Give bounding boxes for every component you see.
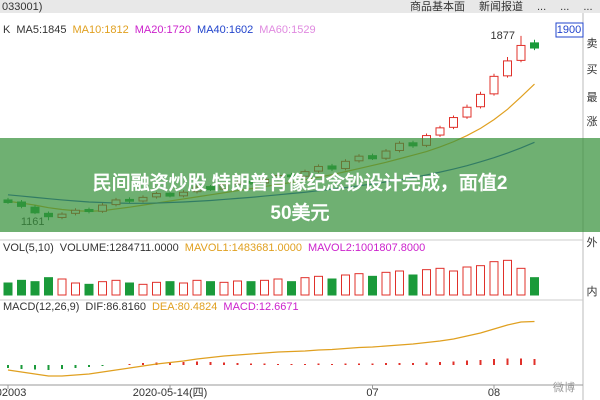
- legend-item: MA40:1602: [197, 24, 253, 36]
- caption-band: [0, 138, 600, 232]
- y-tick-box: [555, 22, 584, 38]
- candle-body: [476, 93, 485, 108]
- volume-bar: [98, 281, 107, 296]
- candle-body: [530, 42, 539, 49]
- candle-body: [449, 117, 458, 128]
- sidebar-label: 内: [587, 284, 598, 298]
- header-tab: 新闻报道: [479, 0, 523, 13]
- volume-bar: [233, 280, 242, 296]
- volume-bar: [179, 282, 188, 296]
- legend-item: DIF:86.8160: [85, 301, 146, 313]
- y-tick-label: 1900: [557, 24, 581, 36]
- volume-bar: [381, 271, 391, 296]
- volume-bar: [408, 274, 418, 296]
- volume-bar: [449, 270, 458, 296]
- volume-bar: [435, 267, 445, 296]
- candle-body: [503, 60, 512, 77]
- sidebar-label: 卖: [587, 37, 598, 50]
- candle-body: [462, 106, 472, 118]
- legend-item: MAVOL1:1483681.0000: [185, 242, 302, 254]
- legend-item: MA10:1812: [73, 24, 129, 36]
- volume-bar: [530, 277, 539, 296]
- volume-bar: [111, 279, 121, 296]
- legend-item: MACD:12.6671: [223, 301, 298, 313]
- legend-item: MACD(12,26,9): [3, 301, 79, 313]
- dif-line: [7, 320, 535, 377]
- volume-bar: [300, 277, 310, 296]
- volume-bar: [354, 273, 364, 296]
- header-tab: ...: [560, 1, 569, 13]
- volume-bar: [57, 278, 67, 296]
- volume-bar: [246, 281, 256, 296]
- watermark: 微博: [553, 380, 575, 394]
- legend-item: VOLUME:1284711.0000: [60, 242, 179, 254]
- legend-item: VOL(5,10): [3, 242, 54, 254]
- volume-bar: [206, 281, 215, 296]
- x-tick-label: 202003: [0, 387, 26, 399]
- volume-bar: [260, 279, 269, 296]
- x-tick-label: 08: [488, 387, 500, 399]
- volume-bar: [368, 275, 377, 296]
- volume-bar: [3, 282, 13, 296]
- volume-bar: [503, 259, 512, 296]
- x-tick-label: 2020-05-14(四): [133, 387, 208, 399]
- volume-bar: [314, 275, 323, 296]
- caption: 民间融资炒股 特朗普肖像纪念钞设计完成，面值2: [93, 171, 508, 194]
- header-bar: [0, 0, 600, 13]
- volume-bar: [165, 281, 175, 296]
- volume-bar: [341, 274, 350, 296]
- candle-body: [435, 127, 445, 136]
- volume-bar: [125, 282, 134, 296]
- volume-bar: [192, 279, 202, 296]
- legend-item: MAVOL2:1001807.8000: [308, 242, 425, 254]
- header-code: 033001): [2, 1, 42, 13]
- volume-bar: [287, 281, 296, 296]
- x-tick-label: 07: [366, 387, 378, 399]
- volume-bar: [152, 281, 161, 296]
- sidebar-label: 外: [587, 236, 598, 249]
- volume-bar: [44, 277, 53, 296]
- high-annotation: 1877: [491, 30, 515, 42]
- caption: 50美元: [270, 201, 329, 224]
- volume-bar: [489, 261, 499, 296]
- header-tab: ...: [537, 1, 546, 13]
- candle-body: [489, 75, 499, 95]
- volume-bar: [422, 269, 431, 296]
- sidebar-label: 最: [587, 91, 598, 104]
- candle-body: [516, 44, 526, 61]
- sidebar-label: 买: [587, 63, 598, 76]
- volume-bar: [71, 282, 80, 296]
- legend-item: MA5:1845: [16, 24, 66, 36]
- legend-item: K: [3, 24, 11, 36]
- volume-bar: [30, 281, 40, 296]
- volume-bar: [327, 278, 337, 296]
- volume-bar: [516, 267, 526, 296]
- volume-bar: [219, 281, 229, 296]
- legend-item: MA20:1720: [135, 24, 191, 36]
- volume-bar: [476, 265, 485, 296]
- volume-bar: [84, 283, 94, 296]
- volume-bar: [17, 279, 26, 296]
- volume-bar: [273, 278, 283, 296]
- volume-bar: [138, 283, 148, 296]
- volume-bar: [395, 270, 404, 296]
- volume-bar: [462, 266, 472, 296]
- sidebar-label: 涨: [587, 115, 598, 128]
- header-tab: 商品基本面: [410, 0, 465, 13]
- header-tab: ...: [583, 1, 592, 13]
- legend-item: MA60:1529: [259, 24, 315, 36]
- legend-item: DEA:80.4824: [152, 301, 217, 313]
